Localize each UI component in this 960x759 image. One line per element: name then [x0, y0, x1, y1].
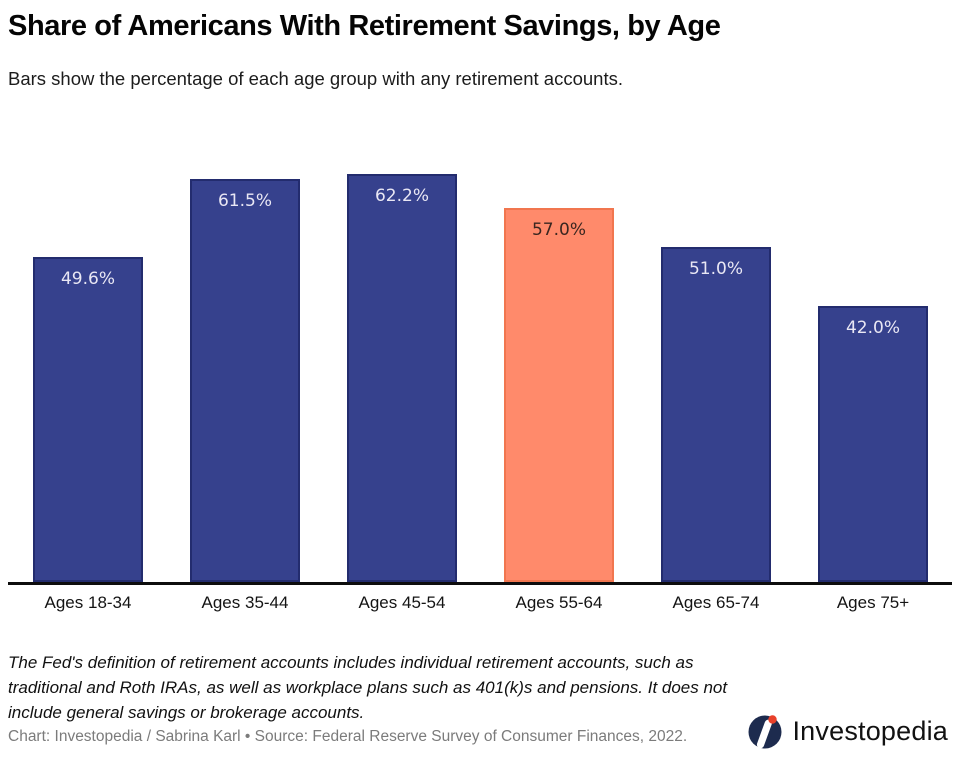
bar-value-label: 51.0% [688, 259, 743, 279]
bar-ages-75plus: 42.0% [818, 306, 928, 582]
bar-value-label: 62.2% [374, 186, 429, 206]
chart-title: Share of Americans With Retirement Savin… [8, 10, 721, 42]
bar-ages-65-74: 51.0% [661, 247, 771, 582]
investopedia-logo: Investopedia [745, 711, 948, 751]
x-axis-label: Ages 35-44 [201, 593, 289, 612]
bar-ages-55-64: 57.0% [504, 208, 614, 582]
footnote-line: include general savings or brokerage acc… [8, 702, 365, 722]
bar-value-label: 49.6% [60, 269, 115, 289]
x-axis-label: Ages 55-64 [515, 593, 603, 612]
investopedia-logo-icon [748, 715, 782, 749]
x-axis-labels: Ages 18-34 Ages 35-44 Ages 45-54 Ages 55-64… [33, 593, 928, 613]
footnote-line: traditional and Roth IRAs, as well as wo… [8, 677, 728, 697]
bar-ages-35-44: 61.5% [190, 179, 300, 582]
bar-ages-45-54: 62.2% [347, 174, 457, 582]
investopedia-logo-text: Investopedia [792, 715, 948, 746]
x-axis-label: Ages 18-34 [44, 593, 132, 612]
footnote: The Fed's definition of retirement accou… [8, 651, 727, 725]
credit-line: Chart: Investopedia / Sabrina Karl • Sou… [8, 728, 688, 745]
x-axis-line [8, 582, 952, 585]
x-axis-label: Ages 75+ [836, 593, 910, 612]
chart-subtitle: Bars show the percentage of each age gro… [8, 68, 623, 89]
bar-value-label: 61.5% [217, 191, 272, 211]
bar-chart-plot-area: 49.6% 61.5% 62.2% 57.0% 51.0% 42.0% [33, 162, 928, 582]
x-axis-label: Ages 45-54 [358, 593, 446, 612]
footnote-line: The Fed's definition of retirement accou… [8, 653, 694, 672]
bar-value-label: 57.0% [531, 220, 586, 240]
x-axis-label: Ages 65-74 [672, 593, 760, 612]
bar-ages-18-34: 49.6% [33, 257, 143, 582]
bar-value-label: 42.0% [845, 318, 900, 338]
